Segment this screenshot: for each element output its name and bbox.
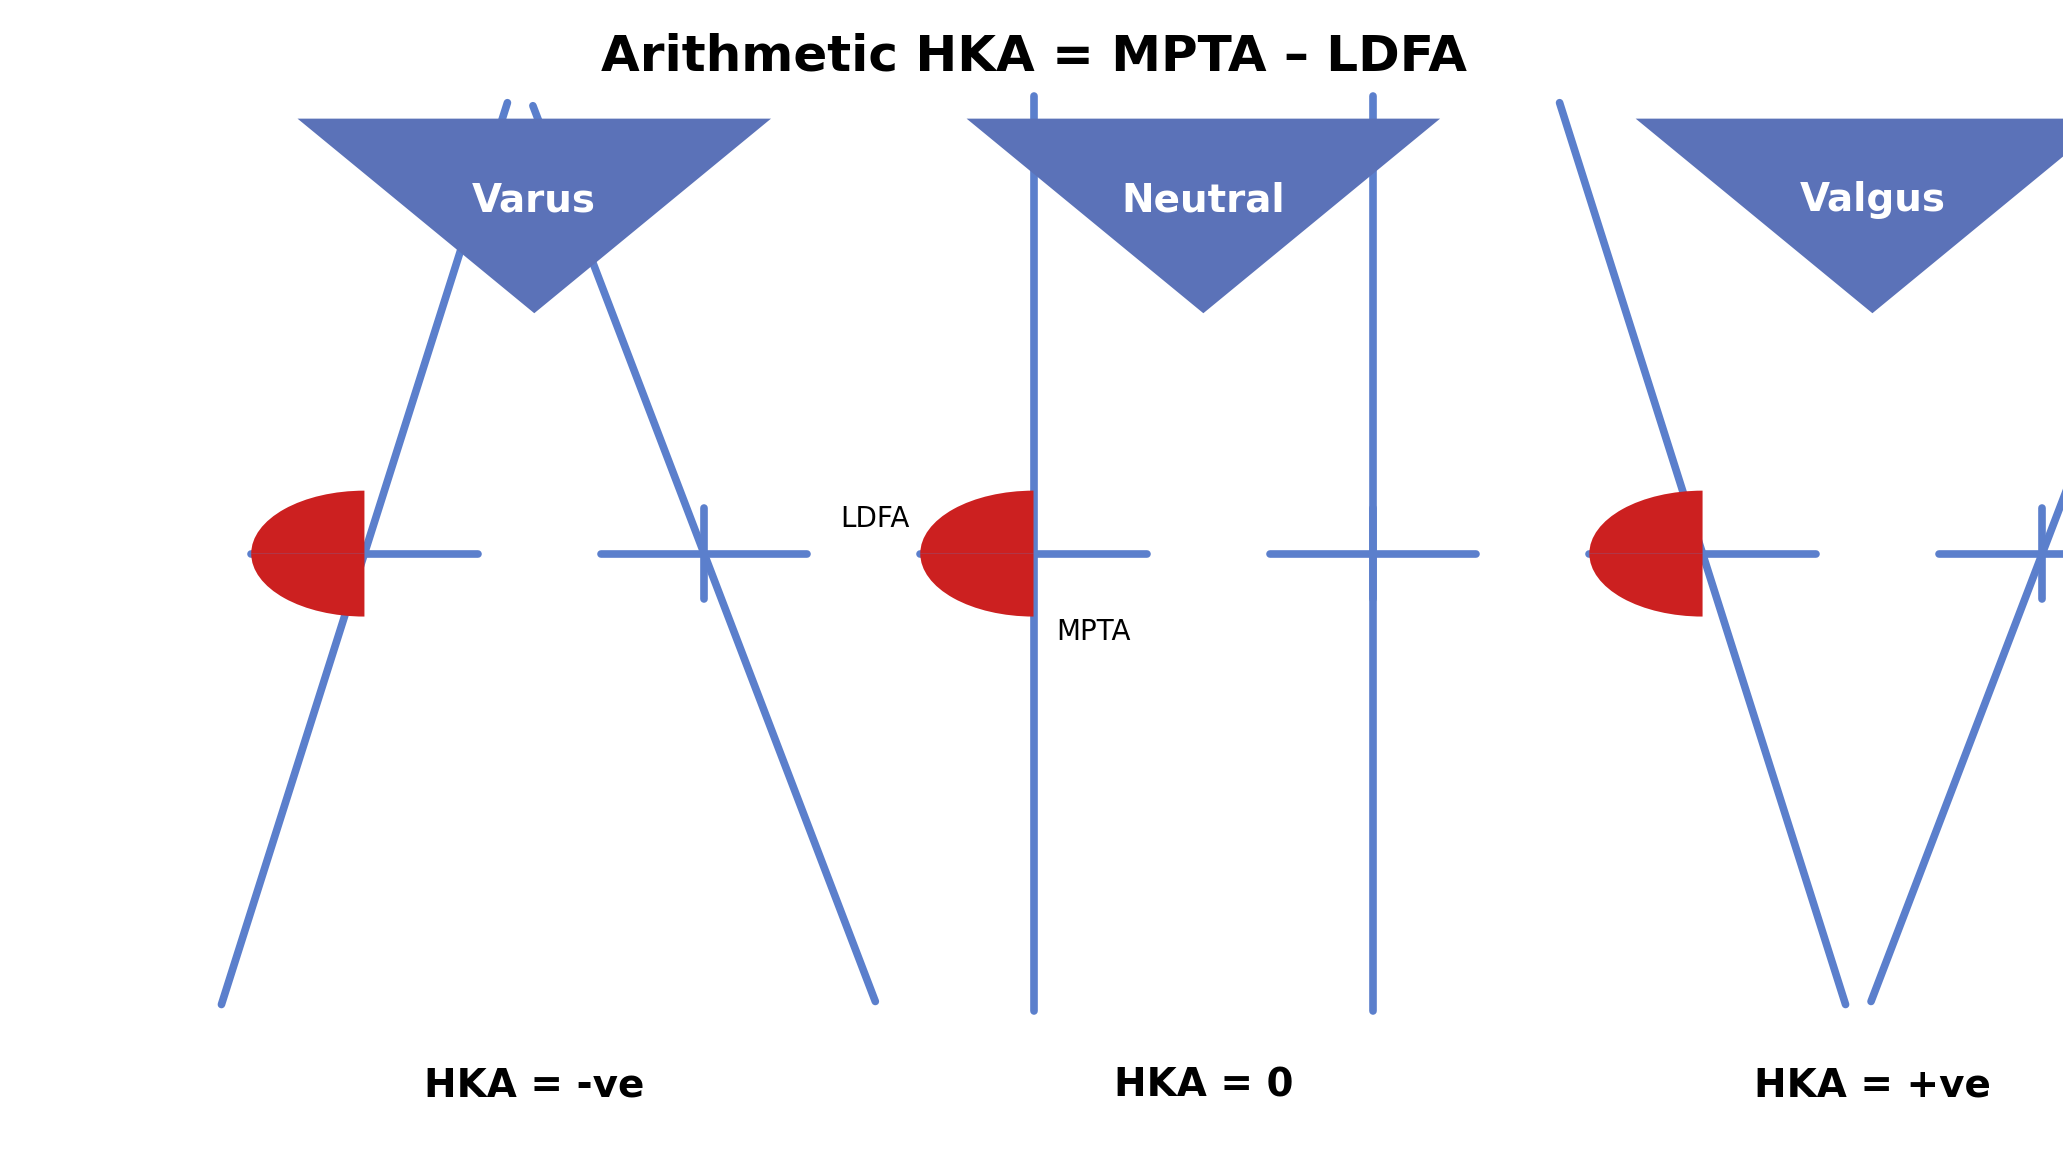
Text: HKA = +ve: HKA = +ve <box>1755 1067 1991 1105</box>
Wedge shape <box>920 553 1034 617</box>
Wedge shape <box>1590 491 1703 553</box>
Polygon shape <box>1635 119 2067 314</box>
Polygon shape <box>298 119 771 314</box>
Text: MPTA: MPTA <box>1056 618 1131 647</box>
Wedge shape <box>252 491 364 553</box>
Polygon shape <box>967 119 1441 314</box>
Text: Neutral: Neutral <box>1122 181 1286 219</box>
Text: LDFA: LDFA <box>841 505 909 533</box>
Wedge shape <box>252 553 364 617</box>
Wedge shape <box>1590 553 1703 617</box>
Text: Arithmetic HKA = MPTA – LDFA: Arithmetic HKA = MPTA – LDFA <box>601 32 1466 81</box>
Text: Valgus: Valgus <box>1800 181 1945 219</box>
Text: HKA = -ve: HKA = -ve <box>424 1067 645 1105</box>
Wedge shape <box>920 491 1034 553</box>
Text: Varus: Varus <box>471 181 595 219</box>
Text: HKA = 0: HKA = 0 <box>1114 1067 1294 1105</box>
